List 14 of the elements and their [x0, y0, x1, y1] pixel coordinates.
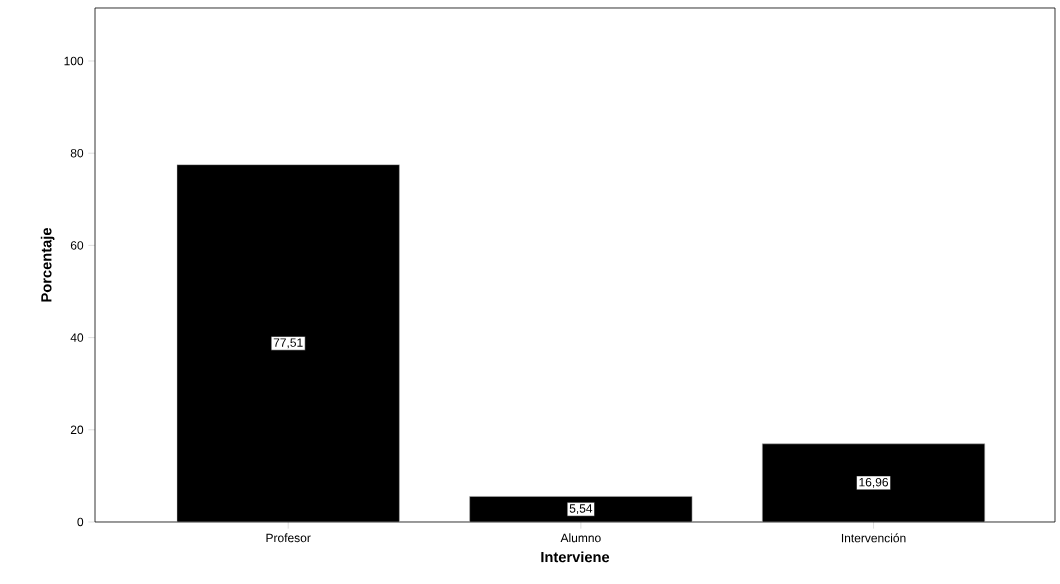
y-tick-label: 80	[70, 148, 84, 158]
y-tick-label: 60	[70, 241, 84, 250]
y-tick-label: 40	[70, 333, 84, 342]
x-tick-label: Alumno	[560, 533, 601, 543]
data-label: 16,96	[859, 477, 889, 488]
data-label: 5,54	[569, 504, 593, 515]
y-tick-label: 100	[64, 56, 84, 66]
x-axis-title: Interviene	[541, 551, 610, 563]
y-axis-title: Porcentaje	[40, 228, 55, 302]
y-tick-label: 0	[77, 517, 84, 527]
x-tick-label: Intervención	[841, 533, 906, 543]
x-tick-label: Profesor	[266, 533, 311, 543]
y-tick-label: 20	[70, 425, 84, 435]
data-label: 77,51	[273, 338, 303, 349]
